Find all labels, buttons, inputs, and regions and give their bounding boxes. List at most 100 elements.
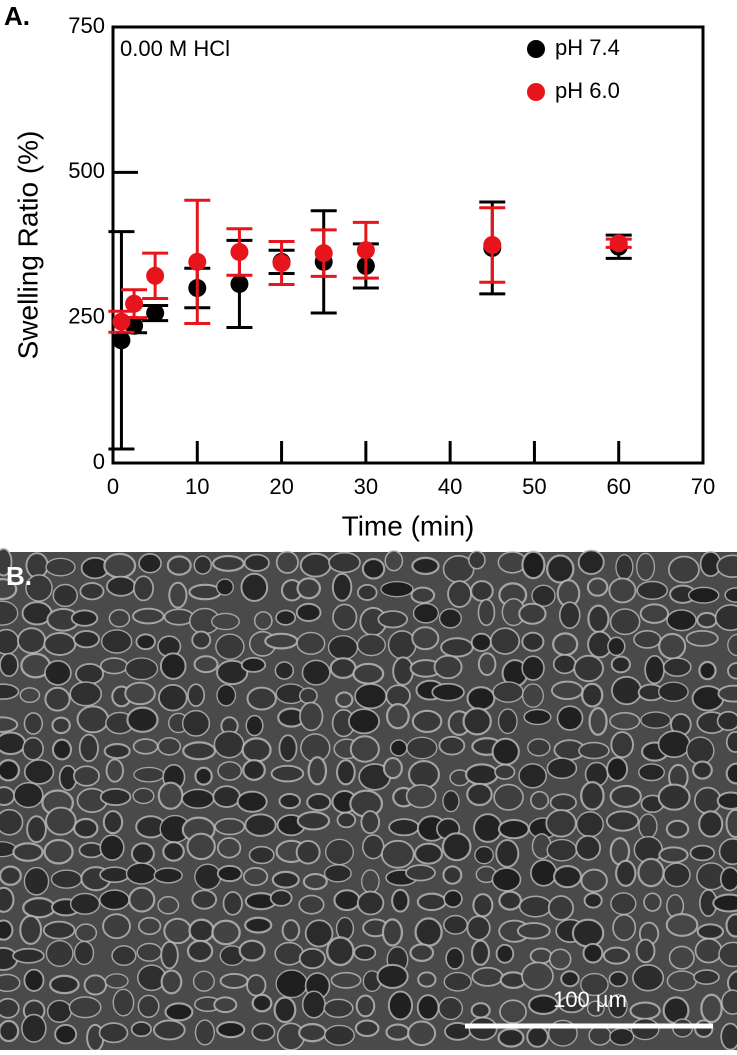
pore (275, 550, 299, 574)
pore (0, 600, 19, 626)
pore (274, 661, 295, 680)
pore (493, 783, 524, 811)
pore (497, 818, 530, 840)
pore (19, 687, 41, 704)
pore (17, 627, 47, 654)
pore (78, 841, 105, 859)
pore (270, 764, 305, 783)
pore (211, 919, 241, 946)
pore (575, 834, 601, 861)
pore (389, 739, 408, 757)
pore (248, 845, 275, 865)
pore (685, 629, 719, 647)
pore (608, 970, 629, 988)
pore (406, 736, 438, 760)
pore (495, 839, 520, 868)
scale-bar-label: 100 µm (553, 987, 627, 1012)
pore (352, 662, 385, 685)
pore (443, 889, 463, 909)
pore (462, 707, 492, 736)
pore (21, 1013, 47, 1043)
pore (552, 632, 579, 657)
pore (356, 890, 385, 916)
pore (264, 632, 299, 650)
x-tick-label: 0 (107, 474, 119, 499)
pore (112, 988, 135, 1017)
pore (98, 1022, 129, 1044)
pore (219, 972, 249, 989)
pore (0, 886, 15, 913)
pore (546, 838, 578, 862)
pore (278, 792, 301, 810)
pore (245, 714, 264, 737)
pore (523, 708, 552, 726)
pore (546, 554, 575, 584)
pore (296, 810, 331, 831)
pore (615, 859, 637, 887)
pore (694, 937, 723, 964)
pore (610, 655, 631, 674)
pore (138, 553, 162, 574)
pore (335, 691, 354, 709)
pore (73, 940, 95, 966)
pore (192, 970, 215, 992)
pore (610, 731, 634, 759)
pore (384, 550, 404, 572)
pore (689, 844, 716, 862)
pore (586, 1000, 605, 1017)
pore (361, 869, 380, 894)
pore (22, 897, 56, 919)
x-tick-label: 10 (185, 474, 209, 499)
pore (727, 633, 737, 657)
pore (497, 708, 518, 735)
pore (99, 834, 125, 861)
pore (275, 609, 297, 626)
pore (50, 869, 83, 889)
pore (132, 607, 165, 625)
pore (0, 652, 19, 678)
pore (106, 575, 136, 597)
pore (717, 684, 737, 703)
pore (521, 655, 545, 681)
pore (724, 587, 737, 603)
pore (550, 680, 584, 701)
pore (132, 738, 159, 755)
pore (26, 815, 47, 844)
pore (296, 577, 322, 600)
pore (376, 963, 409, 989)
pore (238, 939, 266, 962)
pore (0, 731, 27, 756)
pore (583, 892, 603, 909)
pore (326, 936, 355, 967)
pore (68, 996, 102, 1019)
pore (79, 582, 105, 601)
pore (447, 580, 472, 608)
pore (211, 612, 240, 631)
pore (498, 890, 523, 911)
point (112, 312, 131, 331)
pore (516, 922, 551, 940)
pore (558, 601, 581, 629)
pore (298, 687, 318, 705)
pore (347, 708, 381, 735)
pore (74, 923, 98, 943)
pore (588, 1025, 612, 1046)
pore (243, 553, 270, 572)
pore (441, 832, 472, 862)
pore (692, 760, 713, 780)
pore (357, 584, 378, 601)
y-tick-label: 500 (68, 158, 105, 183)
pore (166, 555, 192, 576)
x-tick-label: 70 (691, 474, 715, 499)
pore (571, 918, 605, 948)
pore (137, 994, 160, 1018)
pore (164, 1002, 194, 1022)
pore (578, 741, 610, 760)
pore (725, 731, 737, 753)
pore (391, 888, 410, 913)
pore (298, 1022, 327, 1043)
pore (440, 637, 474, 658)
pore (307, 756, 328, 786)
legend-marker (527, 83, 545, 101)
